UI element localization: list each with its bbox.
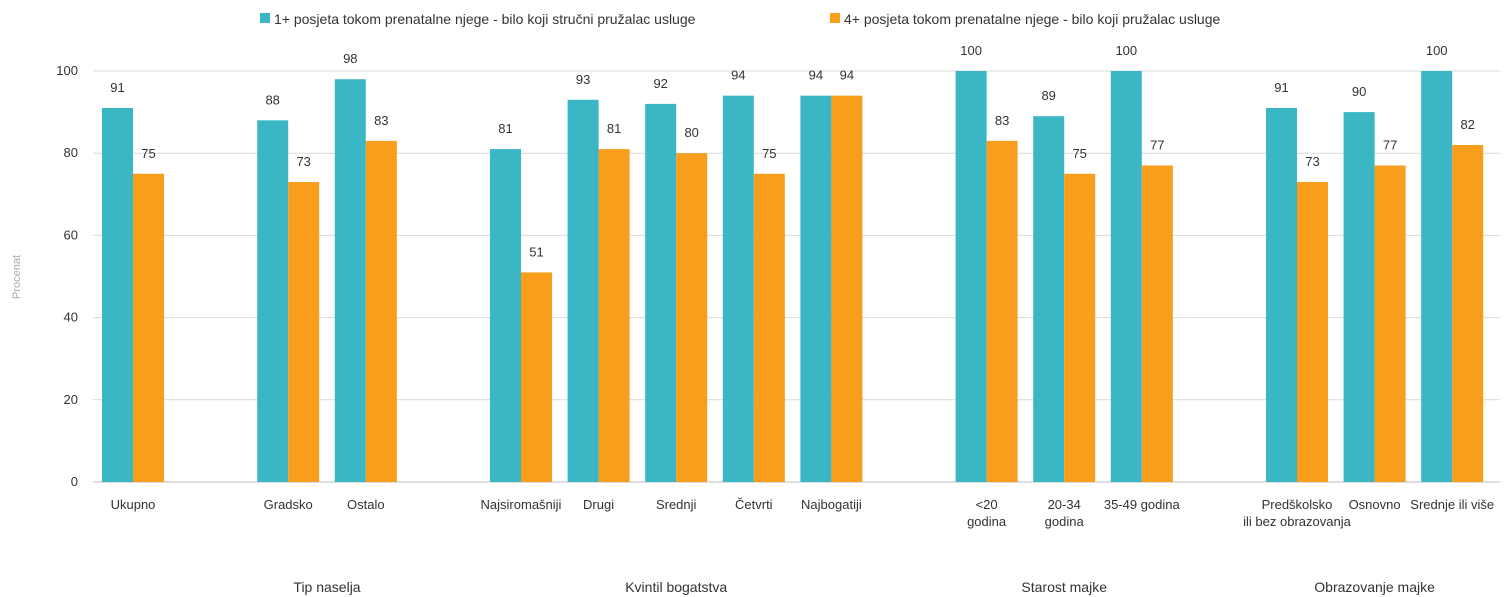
y-tick-label: 0 [71, 474, 78, 489]
data-label: 82 [1460, 117, 1474, 132]
data-label: 90 [1352, 84, 1366, 99]
bar-1 [257, 120, 289, 482]
bar-2 [831, 95, 863, 482]
data-label: 51 [529, 244, 543, 259]
bar-1 [645, 103, 677, 482]
category-label: Osnovno [1349, 497, 1401, 512]
bar-1 [1343, 112, 1375, 482]
bar-1 [1421, 71, 1453, 482]
y-tick-label: 80 [64, 145, 78, 160]
legend-label-series-1: 1+ posjeta tokom prenatalne njege - bilo… [274, 11, 696, 27]
group-label: Kvintil bogatstva [625, 579, 727, 595]
data-label: 100 [1115, 43, 1137, 58]
bar-2 [1374, 165, 1406, 482]
data-label: 77 [1150, 138, 1164, 153]
data-label: 94 [809, 68, 823, 83]
category-label: Najbogatiji [801, 497, 862, 512]
bar-2 [598, 149, 630, 482]
data-label: 73 [296, 154, 310, 169]
bar-2 [986, 140, 1018, 482]
data-label: 77 [1383, 138, 1397, 153]
data-label: 81 [607, 121, 621, 136]
category-label: Četvrti [735, 497, 773, 512]
data-labels: 91 75 88 73 98 83 81 51 93 81 92 80 94 75 94 94 100 83 89 7… [110, 43, 1475, 259]
bar-1 [567, 99, 599, 483]
y-tick-label: 60 [64, 227, 78, 242]
group-label: Tip naselja [293, 579, 360, 595]
bar-2 [521, 272, 552, 482]
bar-2 [676, 153, 708, 482]
bar-1 [1266, 107, 1297, 483]
data-label: 81 [498, 121, 512, 136]
bar-2 [1141, 165, 1173, 482]
legend-label-series-2: 4+ posjeta tokom prenatalne njege - bilo… [844, 11, 1221, 27]
category-label: Ukupno [111, 497, 156, 512]
data-label: 89 [1041, 88, 1055, 103]
data-label: 73 [1305, 154, 1319, 169]
legend: 1+ posjeta tokom prenatalne njege - bilo… [260, 11, 1221, 27]
category-label: Srednje ili više [1410, 497, 1494, 512]
bar-1 [490, 149, 521, 482]
legend-swatch-series-2 [830, 13, 840, 23]
y-tick-label: 20 [64, 392, 78, 407]
data-label: 92 [653, 76, 667, 91]
y-tick-label: 100 [56, 63, 78, 78]
data-label: 75 [762, 146, 776, 161]
category-label: Predškolsko ili bez obrazovanja [1243, 497, 1351, 529]
bars [102, 71, 1484, 483]
category-label: Srednji [656, 497, 697, 512]
bar-2 [1452, 144, 1484, 483]
bar-2 [288, 181, 320, 482]
category-label: <20 godina [967, 497, 1007, 529]
bar-1 [334, 79, 366, 482]
legend-swatch-series-1 [260, 13, 270, 23]
category-label: 35-49 godina [1104, 497, 1181, 512]
bar-1 [102, 107, 133, 483]
bar-1 [722, 95, 754, 482]
bar-1 [1110, 71, 1142, 482]
data-label: 75 [1072, 146, 1086, 161]
gridlines [93, 70, 1500, 483]
bar-1 [955, 71, 987, 482]
group-labels: Tip naselja Kvintil bogatstva Starost majk… [293, 579, 1435, 595]
bar-1 [800, 95, 832, 482]
bar-1 [1033, 116, 1065, 483]
y-tick-label: 40 [64, 310, 78, 325]
y-axis-label: Procenat [11, 255, 23, 299]
bar-2 [1297, 181, 1328, 482]
data-label: 88 [265, 92, 279, 107]
data-label: 98 [343, 51, 357, 66]
data-label: 91 [110, 80, 124, 95]
bar-2 [1064, 173, 1096, 482]
bar-2 [365, 140, 397, 482]
data-label: 91 [1274, 80, 1288, 95]
data-label: 94 [840, 68, 854, 83]
y-tick-labels: 0 20 40 60 80 100 [56, 63, 78, 489]
data-label: 83 [374, 113, 388, 128]
data-label: 83 [995, 113, 1009, 128]
category-labels: Ukupno Gradsko Ostalo Najsiromašniji Drugi Sr… [111, 497, 1495, 529]
bar-2 [133, 173, 164, 482]
bar-2 [753, 173, 785, 482]
group-label: Starost majke [1021, 579, 1107, 595]
category-label: 20-34 godina [1045, 497, 1085, 529]
category-label: Gradsko [264, 497, 313, 512]
data-label: 94 [731, 68, 745, 83]
category-label: Najsiromašniji [481, 497, 562, 512]
data-label: 80 [684, 125, 698, 140]
category-label: Drugi [583, 497, 614, 512]
category-label: Ostalo [347, 497, 385, 512]
data-label: 100 [1426, 43, 1448, 58]
data-label: 75 [141, 146, 155, 161]
data-label: 100 [960, 43, 982, 58]
group-label: Obrazovanje majke [1314, 579, 1435, 595]
data-label: 93 [576, 72, 590, 87]
